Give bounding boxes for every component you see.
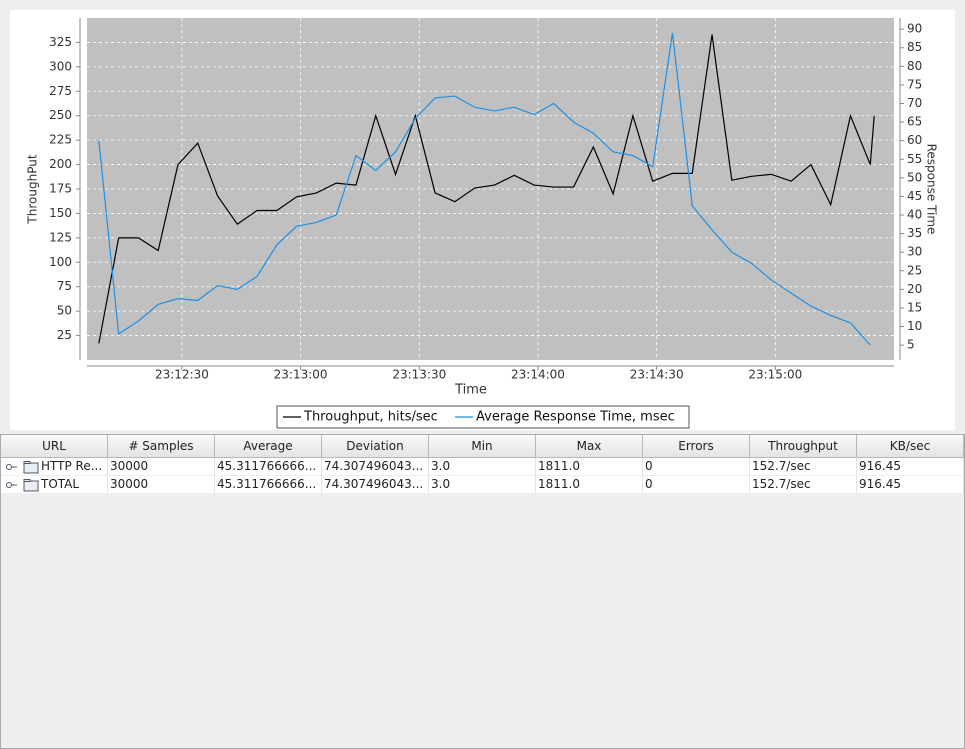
table-cell: 152.7/sec bbox=[750, 458, 857, 475]
x-tick-label: 23:12:30 bbox=[155, 368, 209, 382]
y2-tick-label: 25 bbox=[907, 263, 922, 277]
y-tick-label: 250 bbox=[49, 108, 72, 122]
y-tick-label: 125 bbox=[49, 230, 72, 244]
y-tick-label: 100 bbox=[49, 255, 72, 269]
series-line bbox=[98, 32, 871, 346]
results-table: URL # Samples Average Deviation Min Max Errors… bbox=[0, 434, 965, 749]
table-cell: 152.7/sec bbox=[750, 476, 857, 493]
y2-tick-label: 45 bbox=[907, 189, 922, 203]
column-header: Average bbox=[215, 435, 322, 458]
y2-tick-label: 70 bbox=[907, 96, 922, 110]
y2-tick-label: 35 bbox=[907, 226, 922, 240]
table-cell: 3.0 bbox=[429, 476, 536, 493]
table-cell: 916.45 bbox=[857, 476, 964, 493]
x-tick-label: 23:15:00 bbox=[748, 368, 802, 382]
y-tick-label: 50 bbox=[57, 304, 72, 318]
y-tick-label: 225 bbox=[49, 133, 72, 147]
x-tick-label: 23:14:00 bbox=[511, 368, 565, 382]
y2-tick-label: 65 bbox=[907, 115, 922, 129]
y2-tick-label: 55 bbox=[907, 152, 922, 166]
y2-tick-label: 60 bbox=[907, 133, 922, 147]
table-cell: 30000 bbox=[108, 476, 215, 493]
series-line bbox=[98, 34, 875, 344]
y2-tick-label: 50 bbox=[907, 170, 922, 184]
table-cell: 30000 bbox=[108, 458, 215, 475]
x-tick-label: 23:14:30 bbox=[630, 368, 684, 382]
table-cell: 0 bbox=[643, 476, 750, 493]
y-tick-label: 75 bbox=[57, 279, 72, 293]
table-cell: 3.0 bbox=[429, 458, 536, 475]
y2-tick-label: 10 bbox=[907, 319, 922, 333]
y2-tick-label: 20 bbox=[907, 282, 922, 296]
column-header: Errors bbox=[643, 435, 750, 458]
y-tick-label: 150 bbox=[49, 206, 72, 220]
x-tick-label: 23:13:30 bbox=[392, 368, 446, 382]
y2-axis-label: Response Time bbox=[925, 144, 939, 235]
table-cell: 45.311766666... bbox=[215, 458, 322, 475]
y-tick-label: 325 bbox=[49, 35, 72, 49]
legend bbox=[276, 405, 690, 429]
table-cell: 74.307496043... bbox=[322, 458, 429, 475]
y-tick-label: 300 bbox=[49, 59, 72, 73]
column-header: Deviation bbox=[322, 435, 429, 458]
x-tick-label: 23:13:00 bbox=[274, 368, 328, 382]
column-header: URL bbox=[1, 435, 108, 458]
y2-tick-label: 75 bbox=[907, 77, 922, 91]
column-header: Throughput bbox=[750, 435, 857, 458]
y2-tick-label: 5 bbox=[907, 338, 915, 352]
y2-tick-label: 90 bbox=[907, 22, 922, 36]
table-cell[interactable]: TOTAL bbox=[1, 476, 108, 493]
table-cell: 74.307496043... bbox=[322, 476, 429, 493]
y2-tick-label: 40 bbox=[907, 208, 922, 222]
y-tick-label: 25 bbox=[57, 328, 72, 342]
column-header: KB/sec bbox=[857, 435, 964, 458]
table-cell: 916.45 bbox=[857, 458, 964, 475]
column-header: # Samples bbox=[108, 435, 215, 458]
legend-label: Average Response Time, msec bbox=[476, 410, 675, 425]
column-header: Min bbox=[429, 435, 536, 458]
x-axis-label: Time bbox=[454, 383, 487, 398]
y-tick-label: 175 bbox=[49, 182, 72, 196]
y2-tick-label: 30 bbox=[907, 245, 922, 259]
column-header: Max bbox=[536, 435, 643, 458]
y2-tick-label: 85 bbox=[907, 40, 922, 54]
y2-tick-label: 80 bbox=[907, 59, 922, 73]
table-cell: 45.311766666... bbox=[215, 476, 322, 493]
y-tick-label: 275 bbox=[49, 84, 72, 98]
table-cell: 1811.0 bbox=[536, 476, 643, 493]
table-cell: 1811.0 bbox=[536, 458, 643, 475]
table-cell[interactable]: HTTP Re... bbox=[1, 458, 108, 475]
table-cell: 0 bbox=[643, 458, 750, 475]
y2-tick-label: 15 bbox=[907, 300, 922, 314]
chart: Time ThroughPut Response Time 25 50 75 100 1… bbox=[10, 10, 955, 430]
y-axis-label: ThroughPut bbox=[26, 154, 40, 224]
legend-label: Throughput, hits/sec bbox=[303, 410, 438, 425]
y-tick-label: 200 bbox=[49, 157, 72, 171]
